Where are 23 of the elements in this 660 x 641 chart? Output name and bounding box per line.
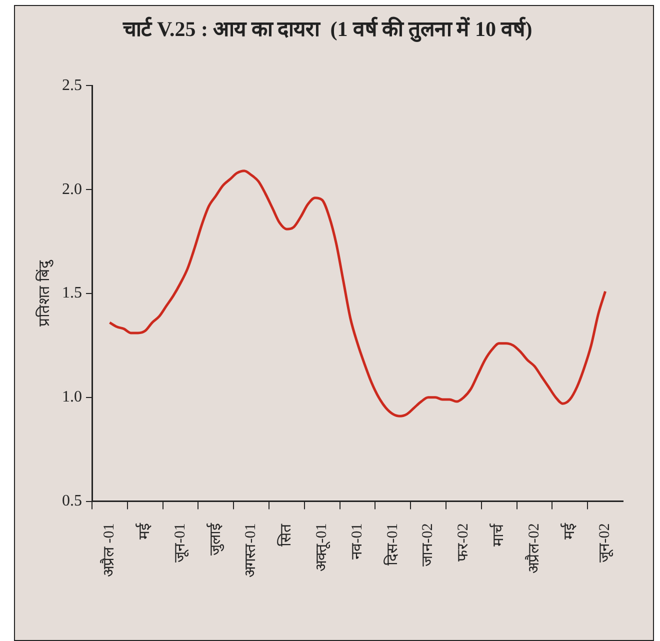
y-tick-label: 2.0 bbox=[62, 180, 82, 198]
x-tick-label: अगस्त-01 bbox=[243, 523, 260, 578]
x-tick-label: अक्तू-01 bbox=[314, 523, 332, 572]
x-tick-label: जुलाई bbox=[206, 522, 225, 556]
y-tick-label: 2.5 bbox=[62, 76, 82, 94]
x-tick-label: जून-01 bbox=[172, 523, 190, 562]
y-tick-label: 0.5 bbox=[62, 492, 82, 510]
x-tick-label: नव-01 bbox=[349, 523, 366, 560]
x-tick-label: अप्रैल-02 bbox=[524, 523, 542, 574]
x-tick-label: अप्रैल -01 bbox=[100, 523, 118, 578]
x-tick-label: सित bbox=[276, 523, 295, 546]
x-tick-label: फर-02 bbox=[456, 523, 472, 562]
line-series bbox=[108, 170, 607, 418]
x-tick-label: जान-02 bbox=[420, 523, 436, 566]
y-tick-label: 1.0 bbox=[62, 388, 82, 406]
x-tick-label: जून-02 bbox=[597, 523, 614, 562]
x-tick-label: मई bbox=[560, 522, 578, 540]
chart-title: चार्ट V.25 : आय का दायरा (1 वर्ष की तुलना में 10 वर्ष) bbox=[122, 16, 532, 44]
x-tick-label: दिस-01 bbox=[382, 523, 401, 566]
x-tick-label: मार्च bbox=[489, 522, 508, 546]
x-tick-label: मई bbox=[135, 522, 154, 540]
y-tick-label: 1.5 bbox=[62, 284, 82, 302]
y-axis-title: प्रतिशत बिंदु bbox=[34, 260, 54, 326]
